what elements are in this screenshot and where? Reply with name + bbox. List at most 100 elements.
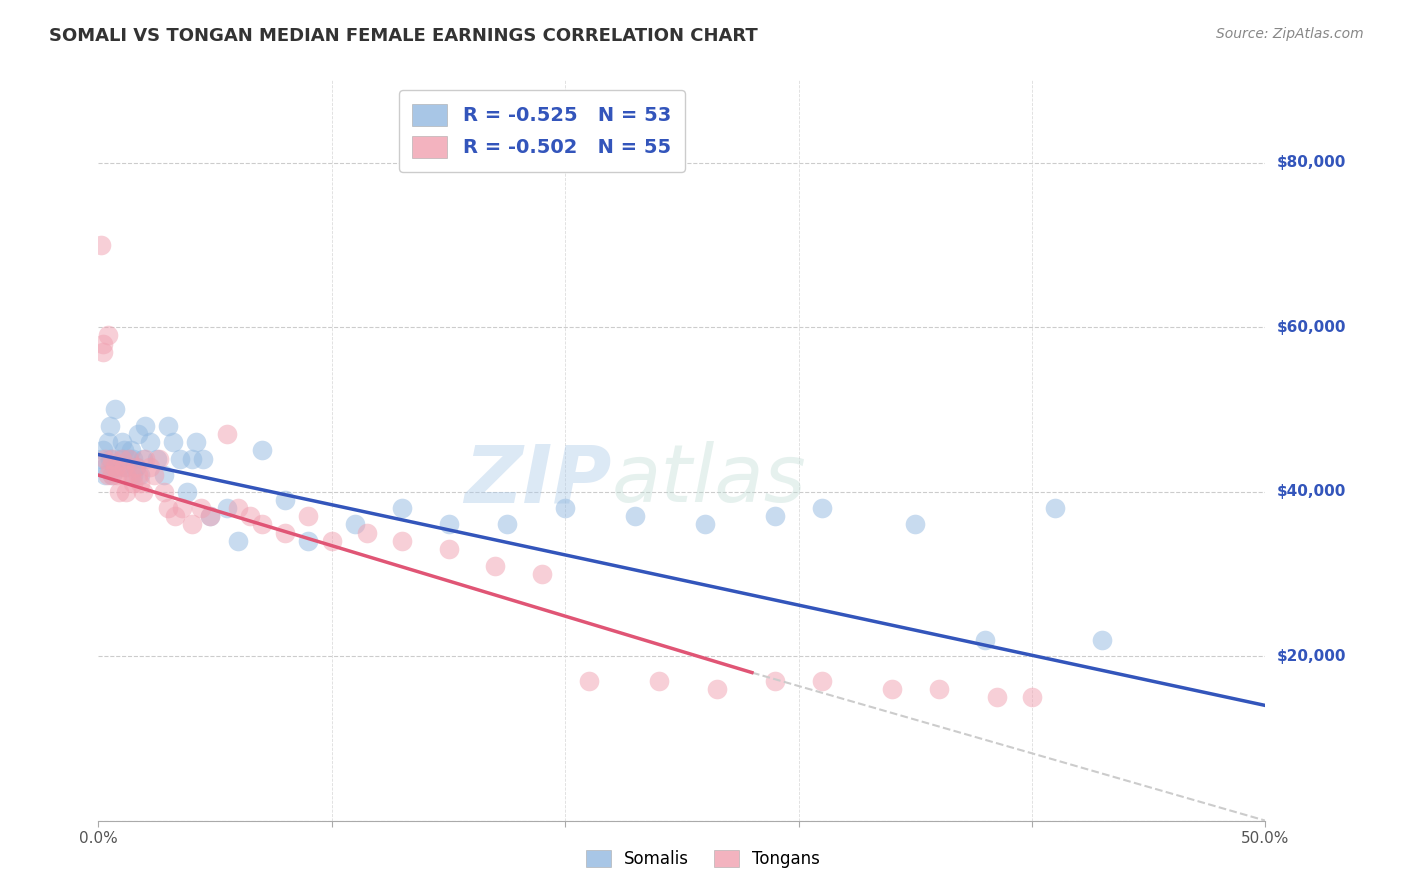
Point <box>172 501 194 516</box>
Text: $60,000: $60,000 <box>1277 319 1346 334</box>
Point <box>530 566 553 581</box>
Point <box>139 459 162 474</box>
Point <box>90 451 112 466</box>
Point <box>1091 632 1114 647</box>
Point <box>98 418 121 433</box>
Point <box>250 517 273 532</box>
Point <box>157 418 180 433</box>
Point <box>91 443 114 458</box>
Point <box>880 681 903 696</box>
Text: ZIP: ZIP <box>464 441 612 519</box>
Point <box>94 459 117 474</box>
Point <box>101 468 124 483</box>
Point <box>129 476 152 491</box>
Point <box>111 451 134 466</box>
Point <box>134 451 156 466</box>
Point <box>274 525 297 540</box>
Point <box>974 632 997 647</box>
Point <box>97 435 120 450</box>
Point <box>98 451 121 466</box>
Point <box>94 451 117 466</box>
Point <box>122 451 145 466</box>
Point <box>193 451 215 466</box>
Point <box>928 681 950 696</box>
Point <box>129 468 152 483</box>
Point <box>624 509 647 524</box>
Legend: Somalis, Tongans: Somalis, Tongans <box>579 843 827 875</box>
Point <box>120 443 142 458</box>
Point <box>695 517 717 532</box>
Point <box>200 509 222 524</box>
Point <box>152 468 174 483</box>
Point <box>165 509 187 524</box>
Point <box>146 451 169 466</box>
Point <box>120 468 142 483</box>
Point <box>148 451 170 466</box>
Point <box>391 533 413 548</box>
Point <box>180 517 202 532</box>
Point <box>157 501 180 516</box>
Point <box>139 435 162 450</box>
Point <box>391 501 413 516</box>
Text: SOMALI VS TONGAN MEDIAN FEMALE EARNINGS CORRELATION CHART: SOMALI VS TONGAN MEDIAN FEMALE EARNINGS … <box>49 27 758 45</box>
Point <box>321 533 343 548</box>
Point <box>97 468 120 483</box>
Point <box>94 468 117 483</box>
Point <box>127 427 149 442</box>
Point <box>1045 501 1067 516</box>
Point <box>122 468 145 483</box>
Point <box>115 484 138 499</box>
Point <box>108 459 131 474</box>
Point <box>763 509 786 524</box>
Point <box>143 468 166 483</box>
Point <box>190 501 212 516</box>
Point <box>180 451 202 466</box>
Point <box>200 509 222 524</box>
Point <box>125 459 148 474</box>
Point <box>91 336 114 351</box>
Point <box>101 451 124 466</box>
Point <box>115 468 138 483</box>
Point <box>239 509 262 524</box>
Point <box>215 501 238 516</box>
Point <box>105 451 128 466</box>
Point <box>578 673 600 688</box>
Point <box>344 517 367 532</box>
Point <box>215 427 238 442</box>
Point <box>437 542 460 557</box>
Point <box>111 451 134 466</box>
Point <box>112 443 135 458</box>
Point <box>97 328 120 343</box>
Point <box>169 451 191 466</box>
Point <box>104 459 127 474</box>
Point <box>98 459 121 474</box>
Point <box>91 344 114 359</box>
Point <box>986 690 1008 705</box>
Point <box>356 525 378 540</box>
Point <box>763 673 786 688</box>
Text: $80,000: $80,000 <box>1277 155 1346 170</box>
Point <box>176 484 198 499</box>
Point <box>554 501 576 516</box>
Point <box>437 517 460 532</box>
Point <box>811 673 834 688</box>
Point <box>132 451 155 466</box>
Point <box>132 484 155 499</box>
Point <box>228 501 250 516</box>
Point <box>134 418 156 433</box>
Text: $40,000: $40,000 <box>1277 484 1346 500</box>
Text: atlas: atlas <box>612 441 807 519</box>
Point <box>152 484 174 499</box>
Point <box>904 517 927 532</box>
Point <box>127 468 149 483</box>
Point <box>228 533 250 548</box>
Point <box>647 673 669 688</box>
Point <box>297 533 319 548</box>
Point <box>112 459 135 474</box>
Point <box>186 435 208 450</box>
Point <box>162 435 184 450</box>
Point <box>297 509 319 524</box>
Point <box>706 681 728 696</box>
Point <box>104 402 127 417</box>
Point <box>122 476 145 491</box>
